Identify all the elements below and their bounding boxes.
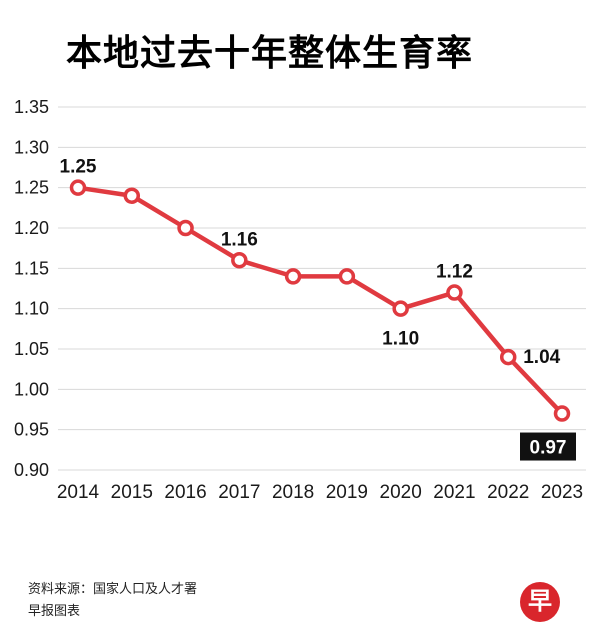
svg-text:2020: 2020	[380, 482, 422, 503]
svg-text:1.12: 1.12	[436, 262, 473, 283]
data-points	[69, 179, 571, 422]
source-note: 资料来源：国家人口及人才署	[28, 581, 198, 596]
svg-text:0.95: 0.95	[14, 420, 49, 440]
credit-note: 早报图表	[28, 603, 81, 618]
svg-text:1.25: 1.25	[14, 178, 49, 198]
svg-text:1.30: 1.30	[14, 137, 49, 157]
svg-text:1.16: 1.16	[221, 229, 258, 250]
svg-text:1.00: 1.00	[14, 379, 49, 399]
zaobao-logo: 早	[520, 582, 560, 622]
svg-text:2015: 2015	[111, 482, 153, 503]
chart-canvas: 0.90 0.95 1.00 1.05 1.10 1.15 1.20 1.25 1.30 1.35…	[14, 97, 586, 503]
svg-text:2018: 2018	[272, 482, 314, 503]
svg-text:0.90: 0.90	[14, 460, 49, 480]
svg-text:2023: 2023	[541, 482, 583, 503]
gridlines	[58, 106, 586, 471]
footer-text: 资料来源：国家人口及人才署 早报图表	[28, 578, 197, 622]
svg-text:1.05: 1.05	[14, 339, 49, 359]
svg-text:1.10: 1.10	[14, 299, 49, 319]
svg-text:1.15: 1.15	[14, 258, 49, 278]
zaobao-logo-char: 早	[528, 588, 552, 615]
svg-text:1.04: 1.04	[523, 347, 560, 368]
svg-text:2016: 2016	[164, 482, 206, 503]
svg-text:1.20: 1.20	[14, 218, 49, 238]
svg-text:1.10: 1.10	[382, 329, 419, 350]
data-labels: 1.25 1.16 1.10 1.12 1.04 0.97	[60, 157, 576, 461]
data-line	[75, 185, 565, 416]
fertility-line-chart: 0.90 0.95 1.00 1.05 1.10 1.15 1.20 1.25 1.30 1.35…	[0, 95, 600, 515]
svg-text:2019: 2019	[326, 482, 368, 503]
footer: 资料来源：国家人口及人才署 早报图表 早	[0, 572, 600, 630]
chart-title: 本地过去十年整体生育率	[66, 32, 474, 73]
x-axis-labels: 2014 2015 2016 2017 2018 2019 2020 2021 2022 2023	[57, 482, 583, 503]
svg-text:2022: 2022	[487, 482, 529, 503]
svg-text:2017: 2017	[218, 482, 260, 503]
svg-text:1.35: 1.35	[14, 97, 49, 117]
svg-text:1.25: 1.25	[60, 157, 97, 178]
y-axis-labels: 0.90 0.95 1.00 1.05 1.10 1.15 1.20 1.25 1.30 1.35	[14, 97, 49, 480]
svg-text:2021: 2021	[433, 482, 475, 503]
svg-text:2014: 2014	[57, 482, 100, 503]
svg-text:0.97: 0.97	[530, 438, 567, 459]
